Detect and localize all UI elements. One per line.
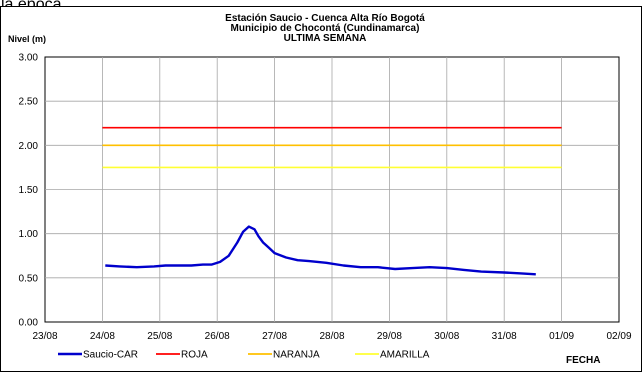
- y-tick-label: 1.50: [19, 185, 39, 196]
- x-tick-label: 25/08: [147, 331, 172, 342]
- legend-label: AMARILLA: [380, 350, 430, 361]
- y-tick-label: 2.00: [19, 141, 39, 152]
- legend-label: NARANJA: [273, 350, 320, 361]
- chart: Estación Saucio - Cuenca Alta Río Bogotá…: [0, 6, 642, 372]
- x-tick-label: 28/08: [319, 331, 344, 342]
- chart-title-line: Municipio de Chocontá (Cundinamarca): [231, 23, 420, 34]
- chart-title-line: Estación Saucio - Cuenca Alta Río Bogotá: [225, 13, 425, 24]
- y-tick-labels: 0.00 0.50 1.00 1.50 2.00 2.50 3.00: [19, 53, 39, 329]
- x-tick-label: 29/08: [377, 331, 402, 342]
- legend: Saucio-CAR ROJA NARANJA AMARILLA: [58, 350, 430, 361]
- chart-title: Estación Saucio - Cuenca Alta Río Bogotá…: [225, 13, 425, 44]
- legend-label: ROJA: [181, 350, 208, 361]
- chart-title-line: ULTIMA SEMANA: [284, 33, 367, 44]
- series-lines: [102, 126, 562, 276]
- y-tick-label: 3.00: [19, 53, 39, 64]
- y-tick-label: 1.00: [19, 229, 39, 240]
- grid: [44, 56, 620, 323]
- x-tick-label: 01/09: [549, 331, 574, 342]
- y-tick-label: 0.50: [19, 273, 39, 284]
- x-tick-label: 02/09: [606, 331, 631, 342]
- x-axis-label: FECHA: [566, 355, 600, 366]
- x-tick-labels: 23/08 24/08 25/08 26/08 27/08 28/08 29/08 30/08…: [32, 331, 631, 342]
- x-tick-label: 26/08: [205, 331, 230, 342]
- series-line-saucio-car: [105, 225, 536, 276]
- x-tick-label: 31/08: [492, 331, 517, 342]
- x-tick-label: 24/08: [90, 331, 115, 342]
- x-tick-label: 23/08: [32, 331, 57, 342]
- legend-label: Saucio-CAR: [83, 350, 138, 361]
- y-tick-label: 0.00: [19, 318, 39, 329]
- y-axis-label: Nivel (m): [8, 34, 46, 44]
- x-tick-label: 27/08: [262, 331, 287, 342]
- x-tick-label: 30/08: [434, 331, 459, 342]
- y-tick-label: 2.50: [19, 97, 39, 108]
